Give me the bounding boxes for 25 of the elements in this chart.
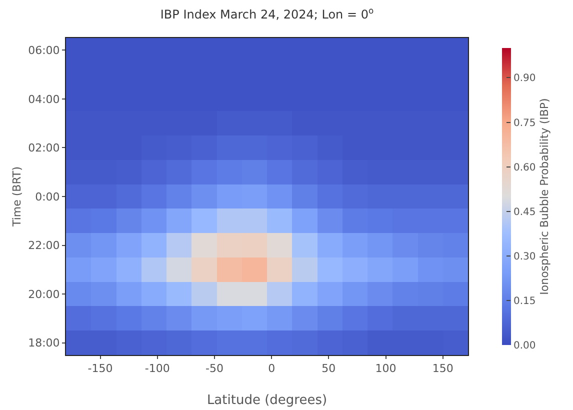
x-axis-title: Latitude (degrees) — [206, 393, 328, 408]
y-tick-label: 06:00 — [28, 44, 60, 58]
x-tick-label: 100 — [375, 362, 396, 376]
y-tick-label: 04:00 — [28, 92, 60, 106]
y-axis-title: Time (BRT) — [10, 166, 24, 228]
y-tick-label: 0:00 — [35, 190, 60, 204]
color-bar-label: 0.60 — [514, 162, 536, 174]
x-tick-label: -100 — [144, 362, 170, 376]
y-tick-label: 20:00 — [28, 288, 60, 301]
y-tick-label: 18:00 — [28, 336, 60, 350]
color-bar-label: 0.00 — [514, 340, 536, 352]
x-tick-label: 150 — [432, 362, 454, 376]
x-tick-label: 50 — [322, 362, 336, 376]
color-bar-title: Ionospheric Bubble Probability (IBP) — [538, 98, 551, 295]
x-tick-label: -50 — [205, 362, 224, 376]
x-tick-label: -150 — [88, 362, 113, 376]
color-bar-label: 0.45 — [514, 206, 536, 218]
color-bar-label: 0.15 — [514, 296, 536, 307]
chart-title: IBP Index March 24, 2024; Lon = 0$^{o}$ — [160, 6, 374, 22]
x-tick-label: 0 — [268, 362, 276, 376]
y-tick-label: 22:00 — [28, 239, 60, 252]
y-tick-label: 02:00 — [28, 142, 60, 155]
color-bar-label: 0.75 — [514, 118, 536, 129]
color-bar-label: 0.30 — [514, 251, 536, 262]
color-bar-label: 0.90 — [514, 73, 536, 84]
